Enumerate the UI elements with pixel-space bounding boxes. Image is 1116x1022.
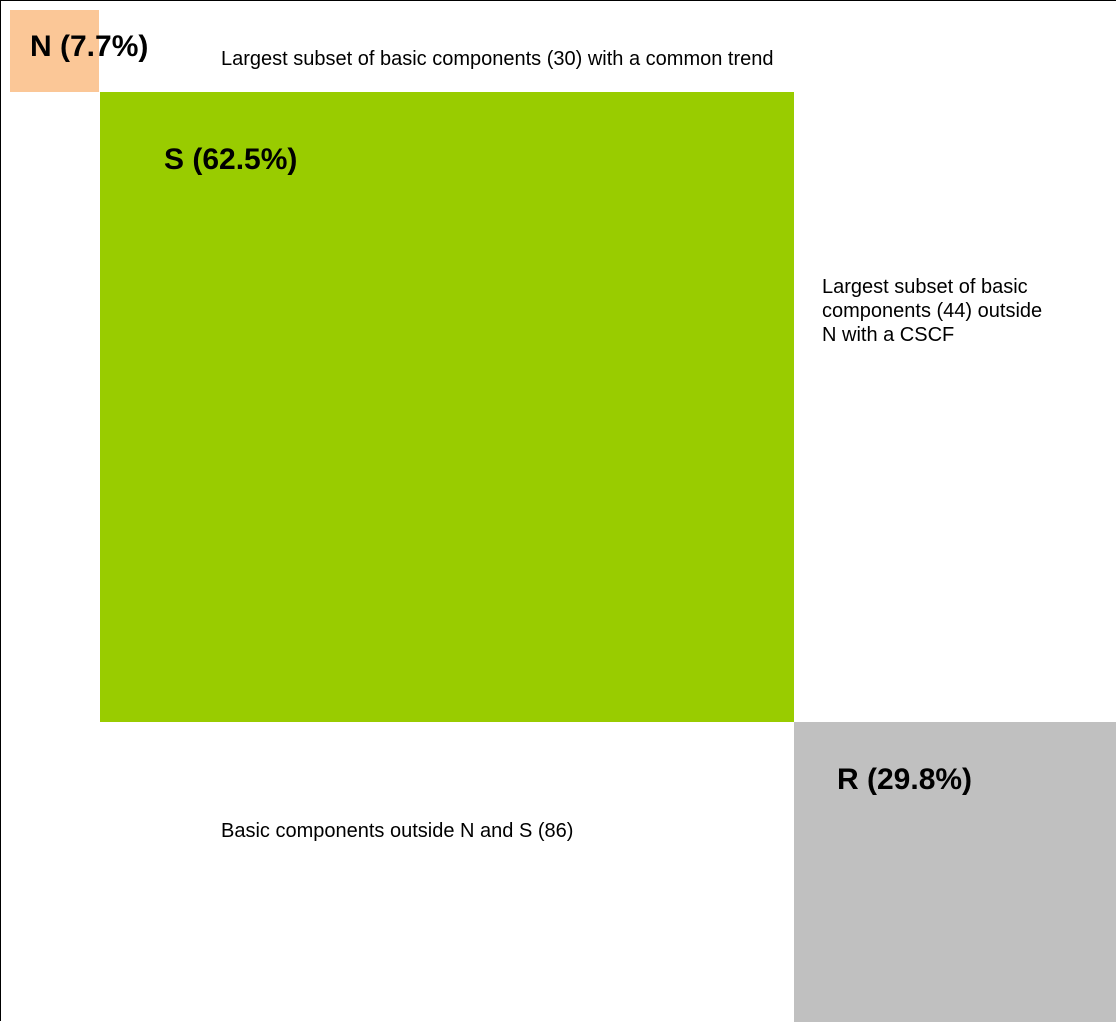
region-s-description: Largest subset of basic components (44) … <box>822 276 1043 346</box>
region-n-box <box>10 10 99 92</box>
region-r-label: R (29.8%) <box>837 763 973 796</box>
region-r-box <box>794 722 1116 1022</box>
region-n-description: Largest subset of basic components (30) … <box>221 48 774 70</box>
region-s-box <box>100 92 794 722</box>
region-s-label: S (62.5%) <box>164 143 298 176</box>
region-r-description: Basic components outside N and S (86) <box>221 820 574 842</box>
region-n-label: N (7.7%) <box>30 30 149 63</box>
